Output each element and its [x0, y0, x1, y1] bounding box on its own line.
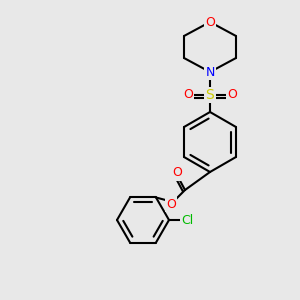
Text: O: O: [227, 88, 237, 101]
Text: O: O: [166, 197, 176, 211]
Text: Cl: Cl: [181, 214, 193, 226]
Text: N: N: [205, 65, 215, 79]
Text: S: S: [206, 88, 214, 102]
Text: O: O: [172, 167, 182, 179]
Text: O: O: [205, 16, 215, 28]
Text: O: O: [183, 88, 193, 101]
